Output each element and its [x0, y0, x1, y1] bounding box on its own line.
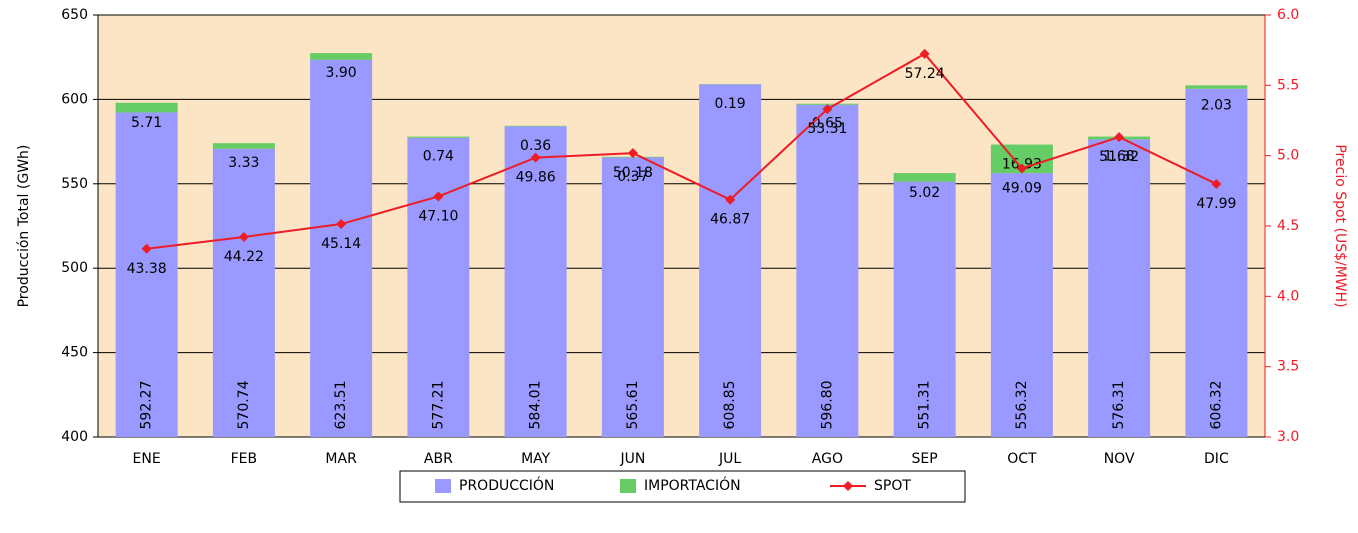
y-tick-label: 450: [61, 345, 88, 361]
spot-value-label: 44.22: [224, 249, 264, 265]
y2-axis-title: Precio Spot (US$/MWH): [1332, 144, 1348, 307]
y-tick-label: 600: [61, 91, 88, 107]
bar-value-label: 565.61: [625, 381, 641, 430]
x-tick-label: MAY: [521, 451, 551, 467]
y-axis-title: Producción Total (GWh): [16, 145, 32, 308]
bar-value-label: 0.19: [715, 96, 746, 112]
spot-value-label: 50.18: [613, 165, 653, 181]
bar-segment: [1185, 85, 1247, 88]
bar-value-label: 596.80: [819, 381, 835, 430]
bar-value-label: 592.27: [139, 381, 155, 430]
y2-tick-label: 5.0: [1277, 148, 1299, 164]
y-tick-label: 400: [61, 429, 88, 445]
bar-value-label: 606.32: [1208, 381, 1224, 430]
bar-segment: [213, 143, 275, 149]
legend-swatch: [435, 479, 451, 493]
x-tick-label: AGO: [812, 451, 843, 467]
x-tick-label: OCT: [1007, 451, 1037, 467]
bar-segment: [894, 173, 956, 181]
spot-value-label: 47.99: [1196, 196, 1236, 212]
legend-label: PRODUCCIÓN: [459, 476, 554, 494]
y2-tick-label: 5.5: [1277, 77, 1299, 93]
bar-value-label: 2.03: [1201, 97, 1232, 113]
x-tick-label: JUL: [718, 451, 741, 467]
bar-value-label: 3.33: [228, 155, 259, 171]
bar-value-label: 608.85: [722, 381, 738, 430]
spot-value-label: 51.32: [1099, 149, 1139, 165]
spot-value-label: 57.24: [905, 66, 945, 82]
bar-value-label: 0.36: [520, 138, 551, 154]
x-tick-label: MAR: [325, 451, 357, 467]
spot-value-label: 45.14: [321, 236, 361, 252]
x-tick-label: NOV: [1104, 451, 1135, 467]
y-tick-label: 500: [61, 260, 88, 276]
x-tick-label: FEB: [231, 451, 258, 467]
bar-value-label: 3.90: [326, 65, 357, 81]
spot-value-label: 49.86: [516, 170, 556, 186]
bar-value-label: 570.74: [236, 380, 252, 429]
bar-value-label: 584.01: [528, 381, 544, 430]
y2-tick-label: 6.0: [1277, 7, 1299, 23]
bar-segment: [116, 103, 178, 113]
spot-value-label: 49.09: [1002, 180, 1042, 196]
legend-swatch: [620, 479, 636, 493]
y2-tick-label: 4.0: [1277, 288, 1299, 304]
legend-label: SPOT: [874, 478, 911, 494]
bar-value-label: 5.71: [131, 115, 162, 131]
x-tick-label: DIC: [1204, 451, 1229, 467]
bar-segment: [310, 53, 372, 60]
spot-value-label: 47.10: [418, 208, 458, 224]
x-tick-label: ENE: [133, 451, 161, 467]
bar-segment: [407, 137, 469, 138]
bar-value-label: 576.31: [1111, 381, 1127, 430]
x-tick-label: SEP: [912, 451, 938, 467]
bar-segment: [505, 126, 567, 127]
bar-value-label: 551.31: [917, 381, 933, 430]
y-tick-label: 550: [61, 176, 88, 192]
y2-tick-label: 3.0: [1277, 429, 1299, 445]
legend-label: IMPORTACIÓN: [644, 476, 741, 494]
y2-tick-label: 4.5: [1277, 218, 1299, 234]
spot-value-label: 53.31: [807, 121, 847, 137]
x-tick-label: ABR: [424, 451, 453, 467]
spot-value-label: 46.87: [710, 212, 750, 228]
spot-value-label: 43.38: [127, 261, 167, 277]
x-tick-label: JUN: [619, 451, 645, 467]
bar-value-label: 623.51: [333, 381, 349, 430]
y-tick-label: 650: [61, 7, 88, 23]
y2-tick-label: 3.5: [1277, 359, 1299, 375]
bar-value-label: 556.32: [1014, 381, 1030, 430]
bar-value-label: 0.74: [423, 149, 454, 165]
bar-value-label: 5.02: [909, 185, 940, 201]
bar-value-label: 577.21: [430, 381, 446, 430]
